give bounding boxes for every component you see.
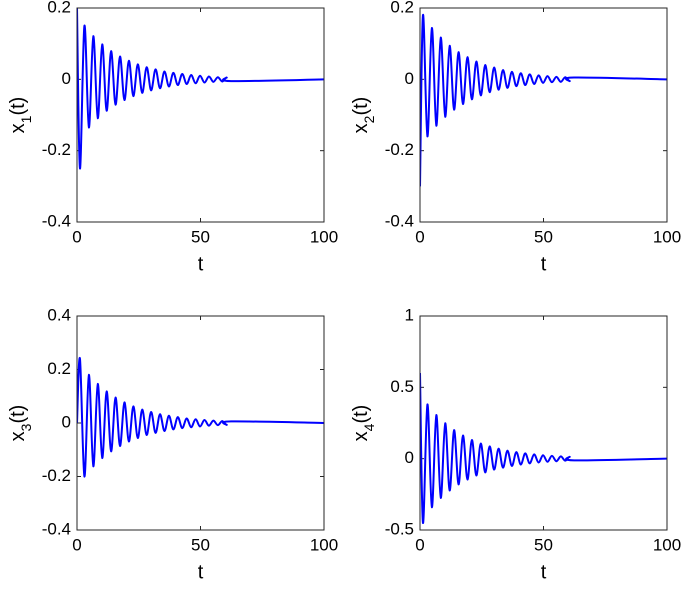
y-label-part: x — [350, 123, 372, 133]
y-tick-label: 0 — [405, 69, 414, 88]
x-tick-label: 0 — [72, 535, 81, 554]
subplot: 0 50 100 -0.4 -0.2 0 0.2 t x1(t) — [7, 0, 338, 275]
x-tick-label: 50 — [191, 227, 210, 246]
y-tick-label: -0.2 — [42, 140, 71, 159]
y-tick-label: 0 — [62, 69, 71, 88]
x-axis-label: t — [198, 253, 204, 275]
y-label-part: x — [7, 123, 29, 133]
y-tick-label: -0.2 — [42, 466, 71, 485]
y-tick-label: 0.2 — [47, 359, 71, 378]
x-tick-label: 0 — [415, 535, 424, 554]
y-tick-label: -0.4 — [42, 519, 71, 538]
y-label-part: 1 — [18, 115, 34, 123]
y-tick-label: -0.2 — [385, 140, 414, 159]
y-label-part: (t) — [7, 405, 29, 424]
x-tick-label: 50 — [534, 535, 553, 554]
x-axis-label: t — [541, 561, 547, 583]
x-tick-label: 100 — [310, 535, 338, 554]
y-tick-label: -0.4 — [385, 211, 414, 230]
axes-box — [419, 7, 668, 223]
data-line — [420, 14, 667, 187]
x-tick-label: 0 — [415, 227, 424, 246]
y-label-part: (t) — [7, 97, 29, 116]
y-label-part: (t) — [350, 97, 372, 116]
y-tick-label: 0.5 — [390, 377, 414, 396]
y-tick-label: -0.5 — [385, 519, 414, 538]
y-tick-label: 1 — [405, 305, 414, 324]
x-tick-label: 0 — [72, 227, 81, 246]
x-tick-label: 50 — [534, 227, 553, 246]
y-tick-label: 0.4 — [47, 305, 71, 324]
x-tick-label: 50 — [191, 535, 210, 554]
x-tick-label: 100 — [310, 227, 338, 246]
y-label-part: 4 — [361, 423, 377, 431]
subplot: 0 50 100 -0.4 -0.2 0 0.2 0.4 t x3(t) — [7, 305, 338, 583]
x-tick-label: 100 — [653, 227, 681, 246]
y-label-part: 2 — [361, 115, 377, 123]
axes-box — [419, 315, 668, 531]
subplot: 0 50 100 -0.4 -0.2 0 0.2 t x2(t) — [350, 0, 681, 275]
x-axis-label: t — [541, 253, 547, 275]
y-label-part: 3 — [18, 423, 34, 431]
x-axis-label: t — [198, 561, 204, 583]
y-label-part: (t) — [350, 405, 372, 424]
axes-box — [76, 315, 325, 531]
y-axis-label: x4(t) — [350, 405, 376, 442]
y-tick-label: 0.2 — [390, 0, 414, 16]
x-tick-label: 100 — [653, 535, 681, 554]
y-label-part: x — [7, 431, 29, 441]
y-label-part: x — [350, 431, 372, 441]
data-line — [77, 8, 324, 170]
y-tick-label: 0 — [62, 412, 71, 431]
y-axis-label: x2(t) — [350, 97, 376, 134]
y-tick-label: 0 — [405, 448, 414, 467]
axes-box — [76, 7, 325, 223]
data-line — [77, 357, 324, 478]
y-tick-label: 0.2 — [47, 0, 71, 16]
data-line — [420, 373, 667, 524]
y-axis-label: x1(t) — [7, 97, 33, 134]
y-tick-label: -0.4 — [42, 211, 71, 230]
y-axis-label: x3(t) — [7, 405, 33, 442]
